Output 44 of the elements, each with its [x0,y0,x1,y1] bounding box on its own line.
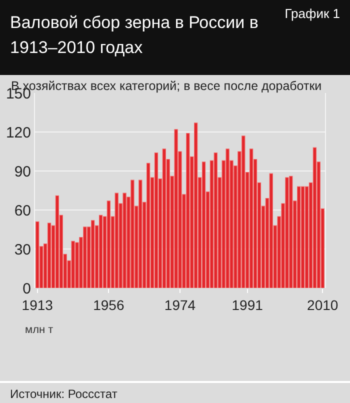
bar [71,240,75,288]
bar [130,180,134,288]
y-tick-label: 60 [14,202,31,220]
bar [285,177,289,288]
x-tick-label: 1913 [22,296,54,313]
bar [304,186,309,288]
bar [226,148,230,288]
x-tick-label: 1974 [164,296,196,313]
bar [289,176,293,288]
x-tick-label: 1991 [232,296,264,313]
bar [162,148,166,288]
bar [146,162,150,288]
bar [83,226,87,288]
text: млн т [25,324,54,336]
bar [154,152,158,288]
bar [47,222,52,288]
y-tick-label: 90 [14,163,31,180]
x-tick-label: 1956 [93,296,124,313]
bar [242,136,246,288]
bar [202,162,206,288]
bar [91,220,95,288]
chart-title: Валовой сбор зерна в России в 1913–2010 годах [10,12,260,59]
bar [312,147,317,288]
bar [269,173,273,288]
y-tick-label: 120 [6,124,31,142]
bar [114,192,118,288]
y-tick-label: 0 [22,280,31,298]
text: Источник: Россстат [10,387,118,401]
bar [98,214,103,288]
bar [106,200,111,288]
bar [186,133,190,288]
bar [122,192,126,288]
bar [297,186,301,288]
bar [249,148,254,288]
bar [55,195,60,288]
bar [138,180,142,288]
text: График 1 [284,6,340,21]
x-tick-label: 2010 [307,296,338,313]
bar [214,152,218,288]
bar [300,186,305,288]
y-tick-label: 30 [14,241,31,258]
bar [36,221,40,288]
bar [194,122,198,288]
bar [174,129,178,288]
